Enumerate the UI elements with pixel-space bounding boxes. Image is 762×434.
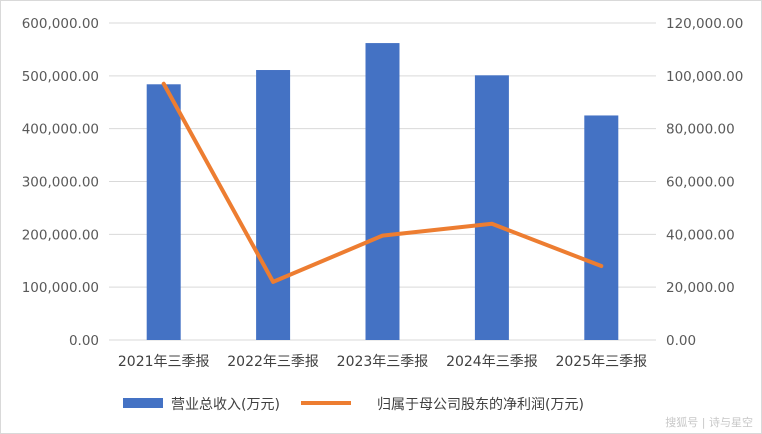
bar	[146, 84, 181, 340]
bar	[365, 43, 400, 341]
right-tick-label: 100,000.00	[666, 69, 743, 85]
category-label: 2022年三季报	[227, 354, 319, 370]
right-tick-label: 60,000.00	[666, 175, 735, 191]
right-tick-label: 120,000.00	[666, 16, 743, 32]
left-tick-label: 300,000.00	[22, 175, 99, 191]
left-tick-label: 600,000.00	[22, 16, 99, 32]
left-tick-label: 200,000.00	[22, 227, 99, 243]
right-axis: 0.00 20,000.00 40,000.00 60,000.00 80,000.00…	[666, 16, 743, 349]
left-tick-label: 100,000.00	[22, 280, 99, 296]
bar-series	[146, 43, 619, 341]
category-label: 2024年三季报	[446, 354, 538, 370]
legend-swatch-bar	[123, 398, 163, 408]
category-label: 2025年三季报	[555, 354, 647, 370]
left-tick-label: 0.00	[69, 333, 99, 349]
legend: 营业总收入(万元) 归属于母公司股东的净利润(万元)	[123, 396, 584, 413]
category-label: 2023年三季报	[337, 354, 429, 370]
left-axis: 0.00 100,000.00 200,000.00 300,000.00 400,00…	[22, 16, 99, 349]
bar	[474, 75, 509, 341]
right-tick-label: 0.00	[666, 333, 696, 349]
bar	[256, 70, 291, 340]
line-series	[161, 81, 604, 284]
right-tick-label: 20,000.00	[666, 280, 735, 296]
legend-label-line: 归属于母公司股东的净利润(万元)	[377, 396, 584, 413]
legend-label-bar: 营业总收入(万元)	[171, 397, 280, 413]
bar	[584, 115, 619, 340]
left-tick-label: 400,000.00	[22, 122, 99, 138]
series-line	[161, 81, 604, 284]
watermark-text: 搜狐号 | 诗与星空	[665, 415, 753, 429]
right-tick-label: 80,000.00	[666, 122, 735, 138]
right-tick-label: 40,000.00	[666, 227, 735, 243]
category-label: 2021年三季报	[118, 354, 210, 370]
left-tick-label: 500,000.00	[22, 69, 99, 85]
category-axis: 2021年三季报 2022年三季报 2023年三季报 2024年三季报 2025年三季报	[118, 354, 647, 370]
